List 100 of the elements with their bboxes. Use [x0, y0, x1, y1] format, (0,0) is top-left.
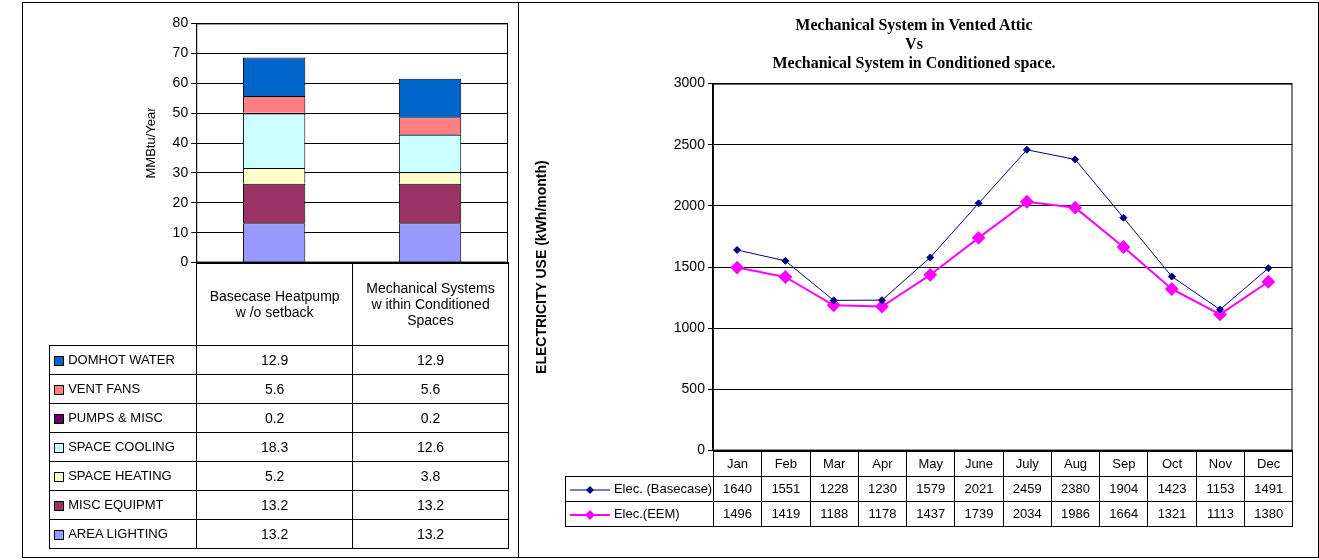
x-tick-label: May [906, 451, 955, 477]
y-tick-label: 1500 [673, 257, 706, 274]
point [1068, 201, 1082, 215]
point [1165, 282, 1179, 296]
y-tick-label: 3000 [673, 74, 706, 91]
x-tick-label: Dec [1244, 451, 1293, 477]
y-tick-label: 70 [172, 44, 189, 61]
data-label: 1551 [761, 476, 810, 502]
data-label: 1230 [858, 476, 907, 502]
x-tick-label: Mar [810, 451, 859, 477]
data-label: 1178 [858, 501, 907, 527]
x-tick-label: June [954, 451, 1004, 477]
point [781, 256, 790, 265]
y-tick-label: 500 [681, 380, 706, 397]
data-label: 1664 [1099, 501, 1148, 527]
y-tick-label: 50 [172, 103, 189, 120]
data-label: 13.2 [196, 490, 353, 520]
x-tick-label: Oct [1147, 451, 1197, 477]
point [1116, 240, 1130, 254]
data-label: 13.2 [352, 519, 509, 549]
point [1071, 155, 1080, 164]
x-tick-label: Jan [713, 451, 762, 477]
point [829, 296, 838, 305]
data-label: 1437 [906, 501, 955, 527]
point [733, 245, 742, 254]
data-label: 1419 [761, 501, 810, 527]
x-tick-label: Aug [1051, 451, 1100, 477]
point [1022, 145, 1031, 154]
data-label: 1153 [1196, 476, 1245, 502]
data-label: 5.6 [196, 374, 353, 404]
data-label: 0.2 [196, 403, 353, 433]
point [923, 268, 937, 282]
legend-label: PUMPS & MISC [49, 403, 197, 433]
data-label: 18.3 [196, 432, 353, 462]
data-label: 2380 [1051, 476, 1100, 502]
data-label: 5.2 [196, 461, 353, 491]
x-tick-label: July [1003, 451, 1052, 477]
point [778, 270, 792, 284]
data-label: 1228 [810, 476, 859, 502]
y-tick-label: 2500 [673, 135, 706, 152]
data-label: 3.8 [352, 461, 509, 491]
legend-label: DOMHOT WATER [49, 345, 197, 375]
point [974, 199, 983, 208]
x-tick-label: Nov [1196, 451, 1245, 477]
legend-label: Elec. (Basecase) [565, 476, 714, 502]
x-tick-label: Basecase Heatpump w /o setback [196, 263, 353, 346]
data-label: 1640 [713, 476, 762, 502]
y-tick-label: 40 [172, 133, 189, 150]
x-tick-label: Mechanical Systems w ithin Conditioned Spaces [352, 263, 509, 346]
point [1216, 305, 1225, 314]
data-label: 2034 [1003, 501, 1052, 527]
data-label: 1491 [1244, 476, 1293, 502]
point [875, 299, 889, 313]
chart-title: Mechanical System in Vented Attic Vs Mechanical System in Conditioned space. [772, 15, 1056, 73]
data-label: 1986 [1051, 501, 1100, 527]
y-tick-label: 0 [180, 253, 189, 270]
data-label: 0.2 [352, 403, 509, 433]
point [1261, 275, 1275, 289]
x-tick-label: Sep [1099, 451, 1148, 477]
legend-label: Elec.(EEM) [565, 501, 714, 527]
point [972, 231, 986, 245]
data-label: 5.6 [352, 374, 509, 404]
y-axis-title: ELECTRICITY USE (kWh/month) [533, 160, 550, 374]
data-label: 1321 [1147, 501, 1197, 527]
data-label: 2021 [954, 476, 1004, 502]
data-label: 1904 [1099, 476, 1148, 502]
data-label: 12.6 [352, 432, 509, 462]
y-tick-label: 0 [697, 441, 706, 458]
legend-label: SPACE HEATING [49, 461, 197, 491]
y-tick-label: 80 [172, 14, 189, 31]
legend-label: MISC EQUIPMT [49, 490, 197, 520]
point [730, 261, 744, 275]
y-tick-label: 2000 [673, 196, 706, 213]
data-label: 1739 [954, 501, 1004, 527]
point [1167, 272, 1176, 281]
point [1119, 213, 1128, 222]
y-axis-title: MMBtu/Year [143, 106, 159, 179]
legend-label: VENT FANS [49, 374, 197, 404]
data-label: 1496 [713, 501, 762, 527]
y-tick-label: 20 [172, 193, 189, 210]
legend-label: SPACE COOLING [49, 432, 197, 462]
legend-label: AREA LIGHTING [49, 519, 197, 549]
point [1020, 195, 1034, 209]
data-label: 13.2 [196, 519, 353, 549]
y-tick-label: 1000 [673, 319, 706, 336]
data-label: 1579 [906, 476, 955, 502]
data-label: 13.2 [352, 490, 509, 520]
x-tick-label: Apr [858, 451, 907, 477]
data-label: 2459 [1003, 476, 1052, 502]
y-tick-label: 30 [172, 163, 189, 180]
point [1264, 264, 1273, 273]
data-label: 12.9 [352, 345, 509, 375]
data-label: 1113 [1196, 501, 1245, 527]
point [877, 296, 886, 305]
data-label: 12.9 [196, 345, 353, 375]
data-label: 1423 [1147, 476, 1197, 502]
point [926, 253, 935, 262]
x-tick-label: Feb [761, 451, 810, 477]
y-tick-label: 60 [172, 74, 189, 91]
data-label: 1380 [1244, 501, 1293, 527]
